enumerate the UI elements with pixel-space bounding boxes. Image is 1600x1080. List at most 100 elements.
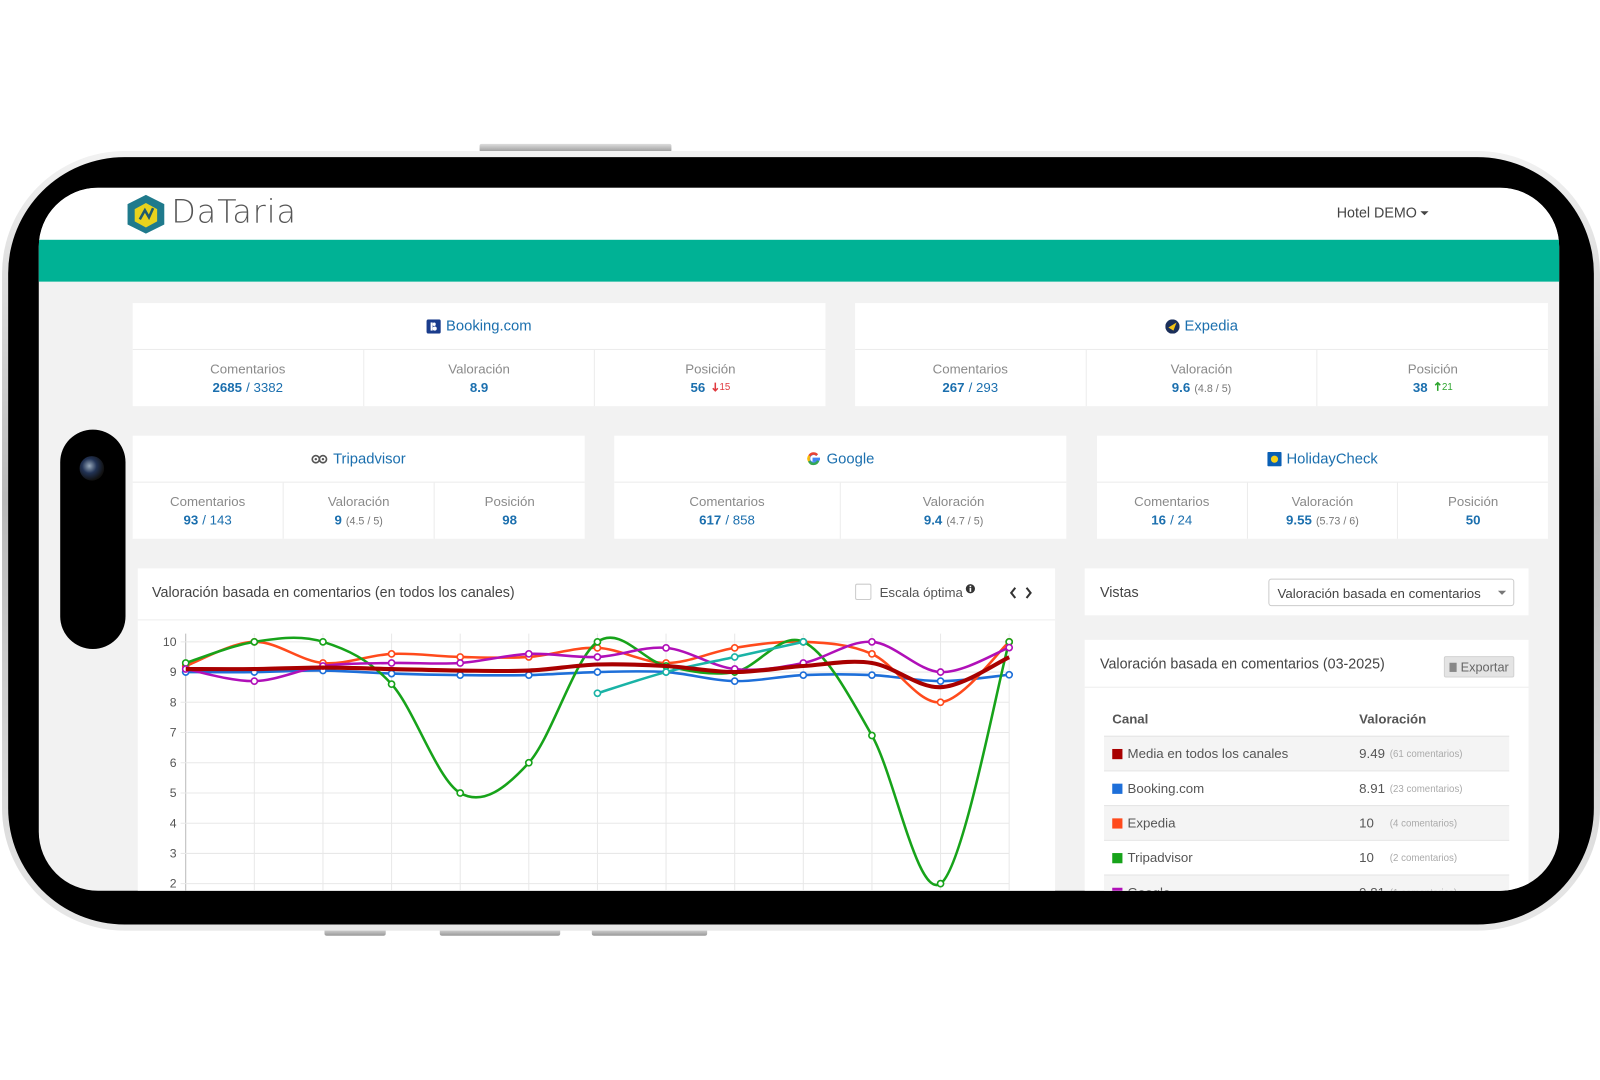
checkbox-label[interactable]: Escala óptima <box>879 584 963 600</box>
channel-name[interactable]: Booking.com <box>445 317 532 335</box>
channel-card: Google Comentarios 617/ 858 Valoración 9.4 (4… <box>614 435 1067 539</box>
channel-icon <box>1165 318 1180 334</box>
phone-button <box>479 143 672 153</box>
camera-cutout <box>60 429 126 649</box>
channel-color <box>1112 887 1123 891</box>
stat-trend: 15 <box>712 381 730 392</box>
data-point <box>868 731 876 740</box>
channel-header[interactable]: Tripadvisor <box>132 436 585 483</box>
stat: Comentarios 16/ 24 <box>1097 483 1247 539</box>
data-point <box>936 879 945 888</box>
stat-total: / 3382 <box>246 379 284 395</box>
series-line <box>185 655 1011 690</box>
stat-line: 617/ 858 <box>614 512 840 527</box>
data-point <box>319 637 327 646</box>
nav-band <box>38 239 1560 282</box>
stat-value: 93 <box>183 512 199 528</box>
review-count: (1 comentarios) <box>1390 888 1457 891</box>
stat-scale: (5.73 / 6) <box>1315 515 1359 528</box>
y-tick-label: 7 <box>170 726 177 740</box>
stat-value: 56 <box>690 379 706 395</box>
channel-name[interactable]: Google <box>826 450 875 467</box>
stat-trend: 21 <box>1434 381 1453 392</box>
logo-icon <box>127 194 165 234</box>
data-point <box>456 653 465 661</box>
channel-name[interactable]: Tripadvisor <box>333 450 406 467</box>
data-point <box>250 637 259 646</box>
review-count: (23 comentarios) <box>1389 783 1463 795</box>
y-tick-label: 5 <box>170 786 177 800</box>
stat-total: / 143 <box>202 512 232 528</box>
channel-name[interactable]: HolidayCheck <box>1286 450 1378 467</box>
channel-card: Expedia Comentarios 267/ 293 Valoración 9.6(… <box>855 303 1548 407</box>
stat: Comentarios 617/ 858 <box>614 483 840 539</box>
table-row: Google 9.81 (1 comentarios) <box>1104 874 1510 891</box>
channel-stats: Comentarios 617/ 858 Valoración 9.4 (4.7 / 5… <box>614 482 1067 539</box>
y-tick-label: 9 <box>170 665 177 679</box>
channel-color <box>1112 818 1123 829</box>
table-row: Media en todos los canales 9.49 (61 coment… <box>1104 735 1510 772</box>
stat-change: 15 <box>719 381 731 393</box>
channel-header[interactable]: Booking.com <box>132 303 826 350</box>
stat-line: 38 21 <box>1318 380 1548 395</box>
stat-label: Posición <box>685 361 736 377</box>
stat-value: 9.6 <box>1171 379 1191 395</box>
user-menu[interactable]: Hotel DEMO <box>1336 204 1429 221</box>
channel-icon <box>1267 451 1282 466</box>
data-point <box>181 659 190 667</box>
export-label[interactable]: Exportar <box>1460 659 1509 674</box>
table-row: Booking.com 8.91 (23 comentarios) <box>1104 770 1510 807</box>
stat-value: 9.4 <box>923 512 943 528</box>
screen: DaTaria Hotel DEMO Valoración basada en … <box>38 187 1560 891</box>
rating: 8.91 <box>1359 780 1386 796</box>
y-tick-label: 6 <box>170 756 177 770</box>
stat: Posición 98 <box>433 482 585 539</box>
stat: Posición 56 15 <box>594 349 825 407</box>
stat-line: 2685/ 3382 <box>133 380 363 395</box>
review-count: (61 comentarios) <box>1389 748 1463 761</box>
channel-stats: Comentarios 16/ 24 Valoración 9.55 (5.73 / 6… <box>1097 482 1548 539</box>
checkbox[interactable] <box>855 583 872 600</box>
info-icon[interactable] <box>965 584 975 594</box>
channel-color <box>1112 853 1123 864</box>
stat-line: 50 <box>1398 512 1548 527</box>
data-point <box>456 671 465 679</box>
stat-label: Posición <box>1448 493 1499 510</box>
rating: 9.81 <box>1359 885 1385 891</box>
channel-color <box>1112 748 1123 760</box>
rating: 9.49 <box>1359 745 1386 762</box>
series-line <box>185 636 1011 887</box>
channel-header[interactable]: Google <box>614 436 1067 483</box>
stat: Posición 50 <box>1397 482 1548 539</box>
channel-stats: Comentarios 267/ 293 Valoración 9.6 (4.8 / 5… <box>855 349 1548 407</box>
channel-header[interactable]: Expedia <box>855 303 1548 350</box>
data-point <box>456 659 465 667</box>
series-line <box>597 640 804 695</box>
stat: Valoración 8.9 <box>362 349 594 407</box>
channel-name: Google <box>1128 885 1171 891</box>
export-button[interactable]: Exportar <box>1443 656 1515 678</box>
stat: Valoración 9.4 (4.7 / 5) <box>839 482 1067 539</box>
channel-name[interactable]: Expedia <box>1184 317 1238 335</box>
nav-arrows[interactable] <box>1008 586 1035 600</box>
stat-value: 9 <box>334 512 342 528</box>
stat-label: Valoración <box>922 493 985 510</box>
stat-label: Comentarios <box>1134 493 1210 510</box>
stat-scale: (4.8 / 5) <box>1194 382 1232 395</box>
views-select[interactable]: Valoración basada en comentarios <box>1268 578 1515 607</box>
data-point <box>936 698 945 707</box>
stat-label: Valoración <box>327 493 390 510</box>
column-header: Valoración <box>1359 711 1427 727</box>
channel-header[interactable]: HolidayCheck <box>1096 436 1548 483</box>
views-select-value[interactable]: Valoración basada en comentarios <box>1277 585 1481 602</box>
user-menu-label[interactable]: Hotel DEMO <box>1336 204 1417 221</box>
stat-label: Comentarios <box>932 361 1008 377</box>
stat-line: 9.6 (4.8 / 5) <box>1086 380 1316 395</box>
review-count: (2 comentarios) <box>1389 853 1458 865</box>
data-point <box>593 637 602 646</box>
data-point <box>868 637 876 646</box>
phone-button <box>591 928 708 936</box>
stat: Comentarios 2685/ 3382 <box>133 350 363 406</box>
channel-stats: Comentarios 93/ 143 Valoración 9 (4.5 / 5) Po… <box>133 482 585 539</box>
